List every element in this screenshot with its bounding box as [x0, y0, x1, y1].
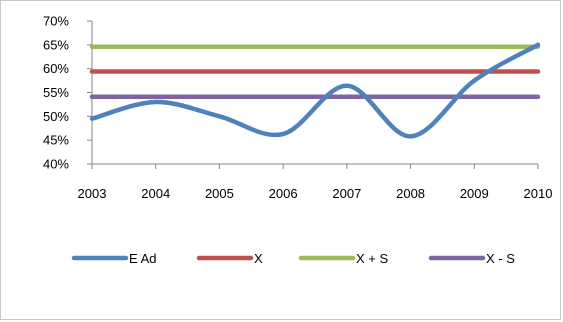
- x-tick-label: 2003: [78, 186, 107, 201]
- x-tick-label: 2004: [141, 186, 170, 201]
- x-tick-label: 2009: [460, 186, 489, 201]
- legend-label-x: X: [254, 251, 263, 266]
- y-axis-tick-labels: 40% 45% 50% 55% 60% 65% 70%: [43, 14, 69, 172]
- legend-label-e-ad: E Ad: [129, 251, 156, 266]
- legend: E Ad X X + S X - S: [71, 251, 515, 266]
- y-tick-label: 65%: [43, 37, 69, 52]
- x-tick-label: 2007: [332, 186, 361, 201]
- x-tick-label: 2008: [396, 186, 425, 201]
- y-tick-label: 40%: [43, 157, 69, 172]
- series-lines: [89, 42, 541, 139]
- x-tick-label: 2005: [205, 186, 234, 201]
- y-tick-label: 45%: [43, 133, 69, 148]
- series-line-e-ad: [89, 42, 541, 139]
- x-tick-label: 2010: [524, 186, 553, 201]
- y-tick-label: 55%: [43, 85, 69, 100]
- legend-label-x-s: X + S: [356, 251, 388, 266]
- y-tick-label: 70%: [43, 14, 69, 29]
- axes: [87, 20, 539, 169]
- x-axis-tick-labels: 2003 2004 2005 2006 2007 2008 2009 2010: [78, 186, 553, 201]
- y-tick-label: 50%: [43, 109, 69, 124]
- x-tick-label: 2006: [269, 186, 298, 201]
- legend-label-x-s: X - S: [486, 251, 515, 266]
- y-tick-label: 60%: [43, 61, 69, 76]
